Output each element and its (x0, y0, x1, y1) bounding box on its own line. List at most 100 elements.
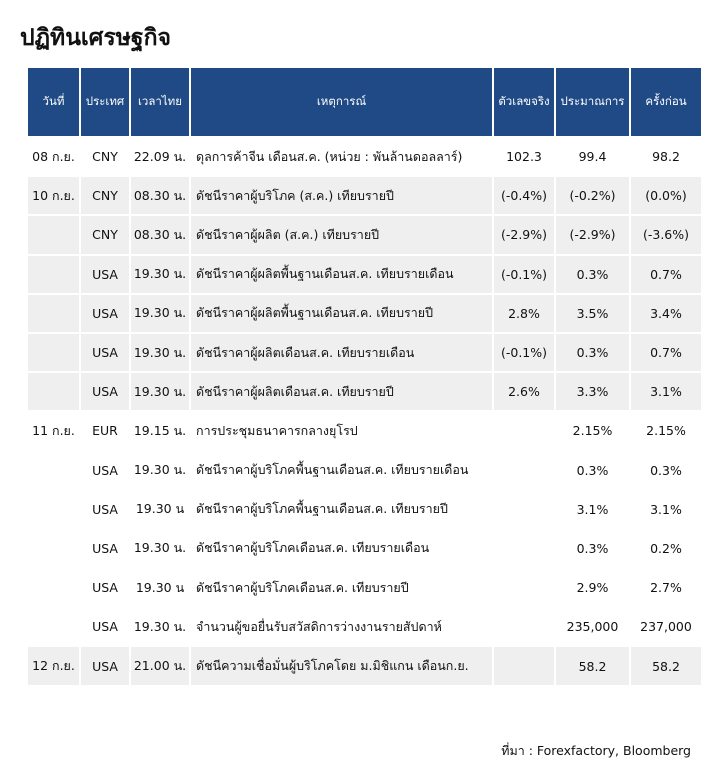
source-note: ที่มา : Forexfactory, Bloomberg (501, 743, 691, 758)
table-row: USA 19.30 น. ดัชนีราคาผู้บริโภคพื้นฐานเดือ… (26, 449, 703, 491)
empty-cell (26, 331, 81, 374)
table-cell: 0.3% (554, 449, 631, 491)
empty-cell (26, 449, 81, 491)
table-cell: 99.4 (554, 135, 631, 178)
table-cell: 19.30 น (129, 567, 191, 609)
table-row: USA 19.30 นดัชนีราคาผู้บริโภคพื้นฐานเดือน… (26, 488, 703, 530)
table-cell: USA (79, 606, 131, 648)
table-cell: ดัชนีราคาผู้ผลิตพื้นฐานเดือนส.ค. เทียบรา… (189, 292, 494, 334)
table-cell: USA (79, 371, 131, 413)
header-cell: วันที่ (26, 66, 81, 138)
table-cell: 58.2 (629, 645, 703, 687)
table-cell: 2.7% (629, 567, 703, 609)
table-cell: USA (79, 331, 131, 374)
table-cell: 0.7% (629, 331, 703, 374)
table-cell: 3.1% (629, 488, 703, 530)
table-cell: USA (79, 645, 131, 687)
table-cell: (-0.1%) (492, 253, 556, 295)
table-row: USA 19.30 น. ดัชนีราคาผู้ผลิตพื้นฐานเดือนส… (26, 253, 703, 295)
table-cell: (-3.6%) (629, 214, 703, 256)
table-cell: 08.30 น. (129, 214, 191, 256)
table-cell: 08 ก.ย. (26, 135, 81, 178)
empty-cell (26, 527, 81, 570)
table-cell: 0.3% (629, 449, 703, 491)
table-cell: 19.15 น. (129, 410, 191, 452)
empty-cell (492, 645, 556, 687)
table-row: USA 19.30 น. ดัชนีราคาผู้บริโภคเดือนส.ค. เ… (26, 527, 703, 570)
empty-cell (492, 488, 556, 530)
table-cell: 19.30 น. (129, 253, 191, 295)
table-cell: 0.3% (554, 331, 631, 374)
table-cell: 22.09 น. (129, 135, 191, 178)
header-cell: เหตุการณ์ (189, 66, 494, 138)
table-cell: 3.5% (554, 292, 631, 334)
table-cell: EUR (79, 410, 131, 452)
table-cell: ดัชนีราคาผู้บริโภคเดือนส.ค. เทียบรายเดือ… (189, 527, 494, 570)
table-cell: 19.30 น. (129, 527, 191, 570)
table-cell: USA (79, 292, 131, 334)
table-row: USA 19.30 นดัชนีราคาผู้บริโภคเดือนส.ค. เท… (26, 567, 703, 609)
table-cell: ดัชนีราคาผู้ผลิตเดือนส.ค. เทียบรายปี (189, 371, 494, 413)
table-cell: 12 ก.ย. (26, 645, 81, 687)
header-cell: ตัวเลขจริง (492, 66, 556, 138)
table-row: 08 ก.ย. CNY 22.09 น. ดุลการค้าจีน เดือนส.ค.… (26, 135, 703, 178)
table-row: USA 19.30 น. จำนวนผู้ขอยื่นรับสวัสดิการว่า… (26, 606, 703, 648)
table-cell: 2.8% (492, 292, 556, 334)
table-row: 12 ก.ย. USA 21.00 น. ดัชนีความเชื่อมั่นผู้บ… (26, 645, 703, 687)
table-cell: (0.0%) (629, 175, 703, 217)
table-cell: 08.30 น. (129, 175, 191, 217)
table-cell: 19.30 น (129, 488, 191, 530)
table-cell: 237,000 (629, 606, 703, 648)
table-cell: 10 ก.ย. (26, 175, 81, 217)
table-cell: 58.2 (554, 645, 631, 687)
table-cell: CNY (79, 135, 131, 178)
table-cell: 19.30 น. (129, 292, 191, 334)
table-row: USA 19.30 น. ดัชนีราคาผู้ผลิตพื้นฐานเดือนส… (26, 292, 703, 334)
table-cell: จำนวนผู้ขอยื่นรับสวัสดิการว่างงานรายสัปด… (189, 606, 494, 648)
table-cell: 3.1% (629, 371, 703, 413)
header-row: วันที่ ประเทศ เวลาไทย เหตุการณ์ ตัวเลขจริง ปร… (26, 66, 703, 138)
table-cell: 2.9% (554, 567, 631, 609)
table-cell: ดัชนีราคาผู้ผลิตเดือนส.ค. เทียบรายเดือน (189, 331, 494, 374)
table-cell: ดัชนีราคาผู้บริโภคเดือนส.ค. เทียบรายปี (189, 567, 494, 609)
table-cell: (-2.9%) (492, 214, 556, 256)
calendar-table: วันที่ ประเทศ เวลาไทย เหตุการณ์ ตัวเลขจริง ปร… (26, 66, 703, 687)
table-cell: 0.2% (629, 527, 703, 570)
empty-cell (492, 449, 556, 491)
empty-cell (26, 371, 81, 413)
table-cell: 3.1% (554, 488, 631, 530)
table-row: USA 19.30 น. ดัชนีราคาผู้ผลิตเดือนส.ค. เที… (26, 371, 703, 413)
table-cell: (-0.4%) (492, 175, 556, 217)
empty-cell (26, 567, 81, 609)
table-cell: (-0.1%) (492, 331, 556, 374)
table-cell: 3.4% (629, 292, 703, 334)
table-cell: 19.30 น. (129, 606, 191, 648)
header-cell: ประเทศ (79, 66, 131, 138)
empty-cell (26, 606, 81, 648)
table-row: 11 ก.ย. EUR 19.15 น. การประชุมธนาคารกลางยุโ… (26, 410, 703, 452)
table-cell: USA (79, 567, 131, 609)
table-cell: 2.15% (554, 410, 631, 452)
table-cell: USA (79, 253, 131, 295)
table-cell: 102.3 (492, 135, 556, 178)
table-cell: 11 ก.ย. (26, 410, 81, 452)
empty-cell (26, 214, 81, 256)
table-cell: 19.30 น. (129, 371, 191, 413)
table-cell: USA (79, 449, 131, 491)
table-cell: ดัชนีราคาผู้บริโภคพื้นฐานเดือนส.ค. เทียบ… (189, 449, 494, 491)
table-cell: USA (79, 527, 131, 570)
table-cell: 235,000 (554, 606, 631, 648)
table-cell: ดัชนีราคาผู้บริโภค (ส.ค.) เทียบรายปี (189, 175, 494, 217)
table-cell: 0.3% (554, 527, 631, 570)
empty-cell (492, 410, 556, 452)
empty-cell (26, 488, 81, 530)
table-cell: 98.2 (629, 135, 703, 178)
empty-cell (492, 527, 556, 570)
table-cell: ดัชนีความเชื่อมั่นผู้บริโภคโดย ม.มิชิแกน… (189, 645, 494, 687)
table-cell: 19.30 น. (129, 331, 191, 374)
table-cell: 19.30 น. (129, 449, 191, 491)
table-cell: CNY (79, 214, 131, 256)
header-cell: ครั้งก่อน (629, 66, 703, 138)
table-cell: ดุลการค้าจีน เดือนส.ค. (หน่วย : พันล้านด… (189, 135, 494, 178)
